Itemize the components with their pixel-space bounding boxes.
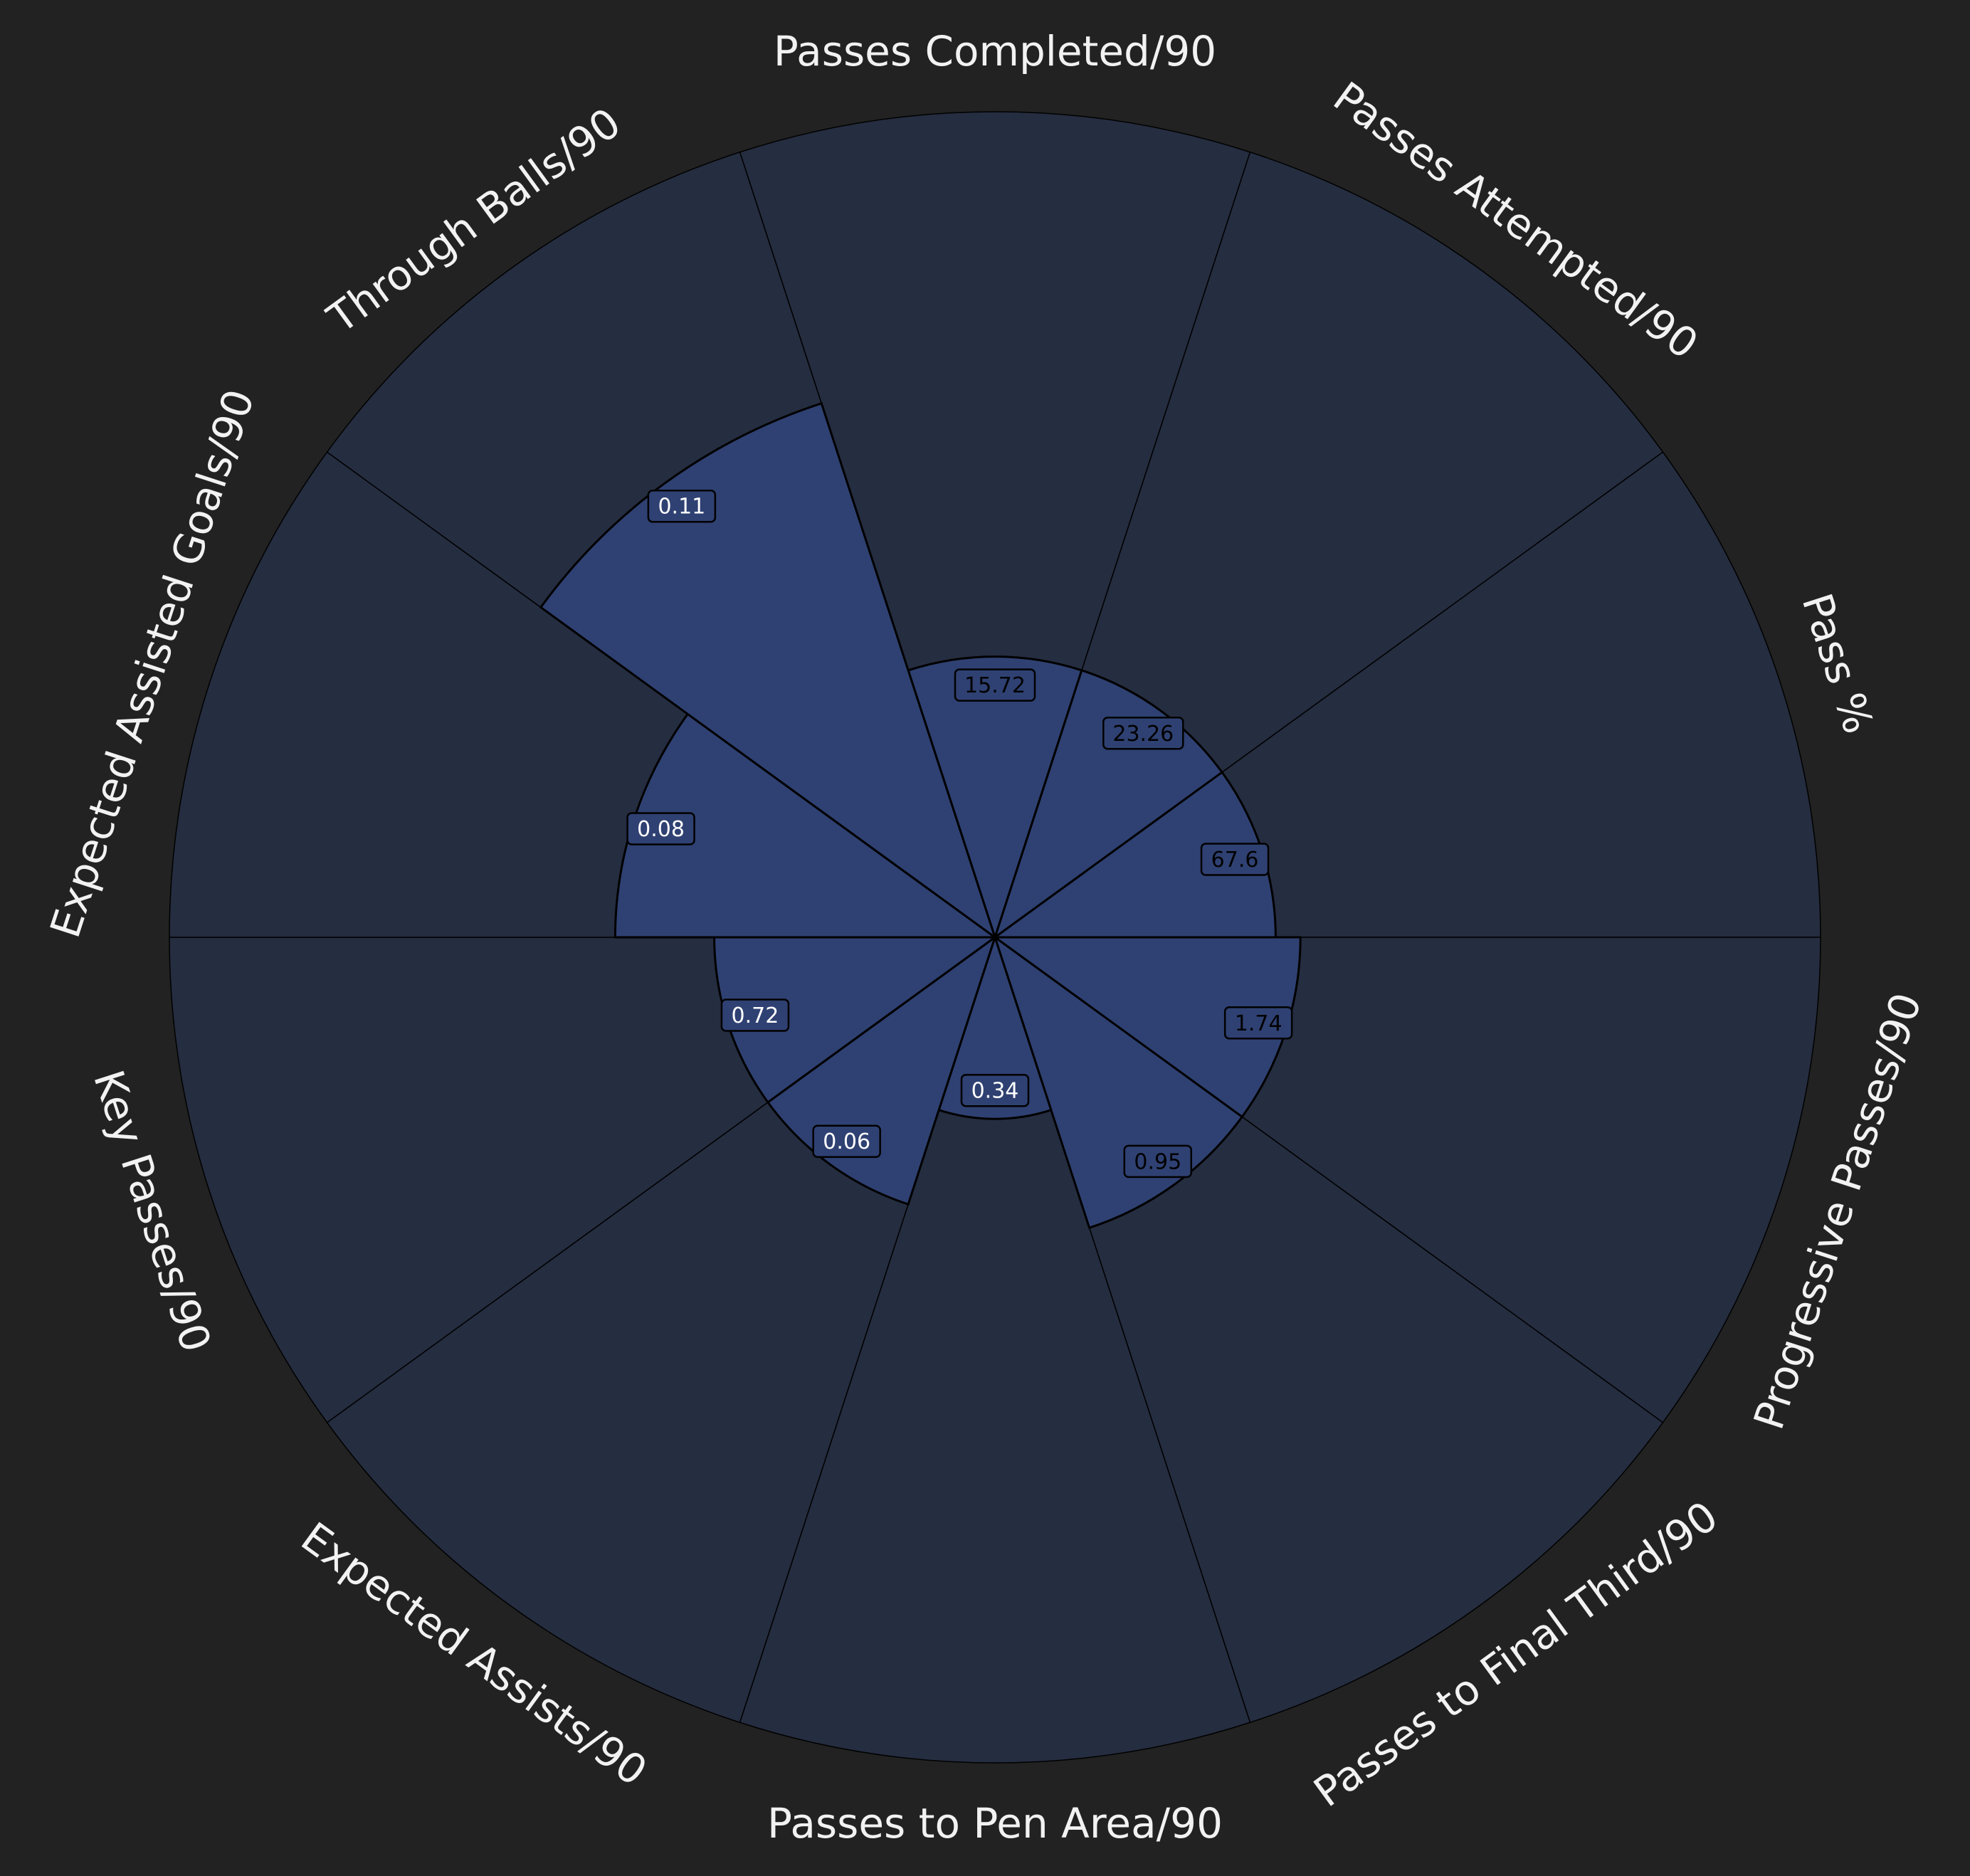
value-label-passes-attempted-90: 23.26 xyxy=(1102,717,1184,750)
value-box-through-balls-90 xyxy=(647,489,717,523)
value-text-pass-pct: 67.6 xyxy=(1211,848,1259,873)
value-box-passes-to-pen-area-90 xyxy=(960,1073,1030,1107)
value-text-expected-assists-90: 0.06 xyxy=(823,1129,870,1154)
value-box-expected-assisted-goals-90 xyxy=(626,812,695,845)
value-label-expected-assists-90: 0.06 xyxy=(812,1124,881,1158)
value-label-passes-completed-90: 15.72 xyxy=(954,668,1036,702)
slice-value-passes-to-pen-area-90 xyxy=(937,934,1053,1120)
value-box-pass-pct xyxy=(1200,843,1270,876)
value-box-progressive-passes-90 xyxy=(1223,1006,1293,1040)
parameter-label-passes-to-pen-area-90: Passes to Pen Area/90 xyxy=(767,1799,1223,1848)
value-label-passes-to-pen-area-90: 0.34 xyxy=(960,1073,1030,1107)
slice-background-passes-to-pen-area-90 xyxy=(739,935,1251,1764)
value-text-passes-to-pen-area-90: 0.34 xyxy=(971,1079,1019,1104)
value-text-passes-attempted-90: 23.26 xyxy=(1112,722,1174,747)
slice-value-through-balls-90 xyxy=(539,401,997,940)
value-text-key-passes-90: 0.72 xyxy=(732,1003,779,1028)
value-label-layer: 15.72 23.26 67.6 1.74 0.95 0.34 0.06 0.72 0.08 0.… xyxy=(626,489,1293,1179)
value-box-passes-completed-90 xyxy=(954,668,1036,702)
value-box-key-passes-90 xyxy=(720,998,790,1032)
value-text-passes-completed-90: 15.72 xyxy=(964,673,1026,698)
slice-background-passes-completed-90 xyxy=(739,111,1251,939)
value-box-passes-to-final-third-90 xyxy=(1123,1144,1193,1179)
value-label-key-passes-90: 0.72 xyxy=(720,998,790,1032)
value-box-passes-attempted-90 xyxy=(1102,717,1184,750)
parameter-label-passes-completed-90: Passes Completed/90 xyxy=(774,27,1216,75)
value-label-through-balls-90: 0.11 xyxy=(647,489,717,523)
value-label-expected-assisted-goals-90: 0.08 xyxy=(626,812,695,845)
value-label-progressive-passes-90: 1.74 xyxy=(1223,1006,1293,1040)
value-label-pass-pct: 67.6 xyxy=(1200,843,1270,876)
value-text-through-balls-90: 0.11 xyxy=(658,495,705,520)
value-text-expected-assisted-goals-90: 0.08 xyxy=(637,817,685,842)
value-text-progressive-passes-90: 1.74 xyxy=(1235,1011,1282,1036)
value-label-passes-to-final-third-90: 0.95 xyxy=(1123,1144,1193,1179)
value-box-expected-assists-90 xyxy=(812,1124,881,1158)
slice-value-passes-completed-90 xyxy=(907,655,1083,941)
value-text-passes-to-final-third-90: 0.95 xyxy=(1134,1149,1181,1174)
